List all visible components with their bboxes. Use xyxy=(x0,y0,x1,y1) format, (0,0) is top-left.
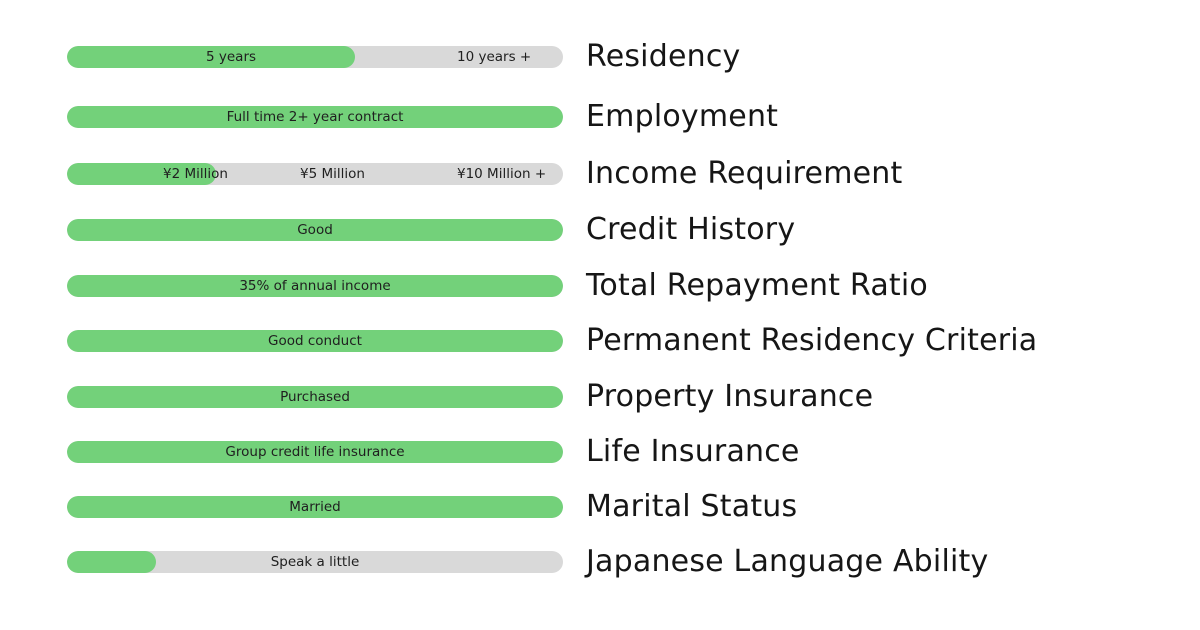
requirement-title: Life Insurance xyxy=(586,434,800,469)
requirement-title: Japanese Language Ability xyxy=(586,544,989,579)
bar-label-2-million: ¥2 Million xyxy=(163,166,228,182)
bar-label-10-million: ¥10 Million + xyxy=(457,166,547,182)
requirement-row-property-insurance: Purchased Property Insurance xyxy=(0,369,1200,425)
progress-fill xyxy=(67,46,355,68)
requirement-row-residency: 5 years 10 years + Residency xyxy=(0,29,1200,85)
progress-fill xyxy=(67,496,563,518)
requirement-title: Employment xyxy=(586,99,779,134)
progress-fill xyxy=(67,386,563,408)
bar-label: Speak a little xyxy=(270,554,360,570)
progress-fill xyxy=(67,106,563,128)
bar-label-10-years: 10 years + xyxy=(457,49,532,65)
requirement-title: Permanent Residency Criteria xyxy=(586,323,1038,358)
progress-fill xyxy=(67,441,563,463)
requirement-row-life-insurance: Group credit life insurance Life Insuran… xyxy=(0,424,1200,480)
progress-track: Purchased xyxy=(67,386,563,408)
bar-label-5-million: ¥5 Million xyxy=(300,166,365,182)
progress-track: Group credit life insurance xyxy=(67,441,563,463)
progress-track: ¥2 Million ¥5 Million ¥10 Million + xyxy=(67,163,563,185)
requirement-title: Income Requirement xyxy=(586,156,903,191)
requirement-title: Property Insurance xyxy=(586,379,874,414)
bar-label: Full time 2+ year contract xyxy=(226,109,404,125)
requirement-row-income: ¥2 Million ¥5 Million ¥10 Million + Inco… xyxy=(0,146,1200,202)
requirement-title: Total Repayment Ratio xyxy=(586,268,928,303)
progress-fill xyxy=(67,163,216,185)
requirement-row-japanese-language: Speak a little Japanese Language Ability xyxy=(0,534,1200,590)
requirement-row-repayment-ratio: 35% of annual income Total Repayment Rat… xyxy=(0,258,1200,314)
bar-label: Married xyxy=(289,499,341,515)
progress-fill xyxy=(67,219,563,241)
progress-track: Good conduct xyxy=(67,330,563,352)
bar-label: 35% of annual income xyxy=(239,278,391,294)
progress-track: Speak a little xyxy=(67,551,563,573)
requirement-row-employment: Full time 2+ year contract Employment xyxy=(0,89,1200,145)
progress-track: 5 years 10 years + xyxy=(67,46,563,68)
bar-label: Good conduct xyxy=(268,333,362,349)
progress-track: Good xyxy=(67,219,563,241)
requirement-title: Credit History xyxy=(586,212,796,247)
bar-label: Good xyxy=(297,222,333,238)
requirement-title: Residency xyxy=(586,39,741,74)
bar-label: Group credit life insurance xyxy=(225,444,405,460)
progress-fill xyxy=(67,551,157,573)
progress-fill xyxy=(67,275,563,297)
progress-track: Full time 2+ year contract xyxy=(67,106,563,128)
progress-fill xyxy=(67,330,563,352)
requirement-row-permanent-residency: Good conduct Permanent Residency Criteri… xyxy=(0,313,1200,369)
bar-label-5-years: 5 years xyxy=(206,49,257,65)
progress-track: Married xyxy=(67,496,563,518)
requirement-row-credit-history: Good Credit History xyxy=(0,202,1200,258)
requirement-title: Marital Status xyxy=(586,489,798,524)
progress-track: 35% of annual income xyxy=(67,275,563,297)
bar-label: Purchased xyxy=(280,389,350,405)
requirement-row-marital-status: Married Marital Status xyxy=(0,479,1200,535)
